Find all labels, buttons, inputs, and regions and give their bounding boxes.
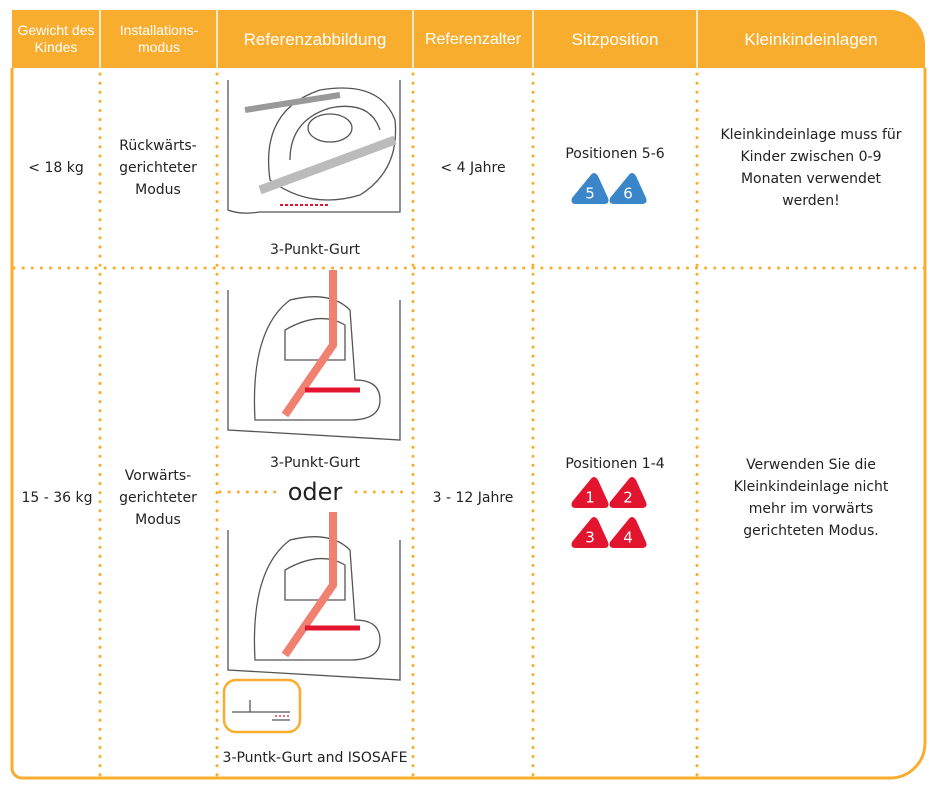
- header-cell: Sitzposition: [571, 29, 659, 49]
- badge: 2: [623, 489, 633, 507]
- illustration-forward: [227, 270, 401, 441]
- caption: 3-Punkt-Gurt: [269, 242, 361, 258]
- header-cell: Referenzabbildung: [243, 29, 387, 49]
- badge: 6: [623, 185, 633, 203]
- insert-note: Kleinkindeinlage muss für Kinder zwische…: [720, 127, 902, 209]
- badge: 5: [585, 185, 595, 203]
- caption: 3-Puntk-Gurt and ISOSAFE: [222, 750, 408, 766]
- insert-note: Verwenden Sie die Kleinkindeinlage nicht…: [733, 457, 889, 539]
- age: < 4 Jahre: [440, 160, 506, 176]
- outer-border: [10, 68, 927, 780]
- mode: Vorwärts-gerichteter Modus: [119, 468, 197, 528]
- age: 3 - 12 Jahre: [432, 490, 514, 506]
- illustration-isosafe: [222, 512, 401, 734]
- position: Positionen 5-6: [565, 146, 665, 162]
- header-cell: Installations-modus: [119, 22, 199, 55]
- header-cell: Gewicht des Kindes: [17, 22, 95, 55]
- mode: Rückwärts-gerichteter Modus: [119, 138, 197, 198]
- caption: 3-Punkt-Gurt: [269, 455, 361, 471]
- header-cell: Kleinkindeinlagen: [744, 29, 878, 49]
- header-cell: Referenzalter: [424, 30, 522, 48]
- badge: 4: [623, 529, 633, 547]
- grid-dots: [12, 72, 927, 777]
- badges-row-1: 5 6: [571, 173, 647, 204]
- badges-row-2: 1 2 3 4: [571, 477, 647, 548]
- weight: < 18 kg: [28, 160, 84, 176]
- position: Positionen 1-4: [565, 456, 665, 472]
- badge: 3: [585, 529, 595, 547]
- caption-or: oder: [287, 478, 343, 506]
- badge: 1: [585, 489, 595, 507]
- header-dividers: [99, 10, 698, 68]
- weight: 15 - 36 kg: [21, 490, 93, 506]
- illustration-rear: [227, 80, 401, 214]
